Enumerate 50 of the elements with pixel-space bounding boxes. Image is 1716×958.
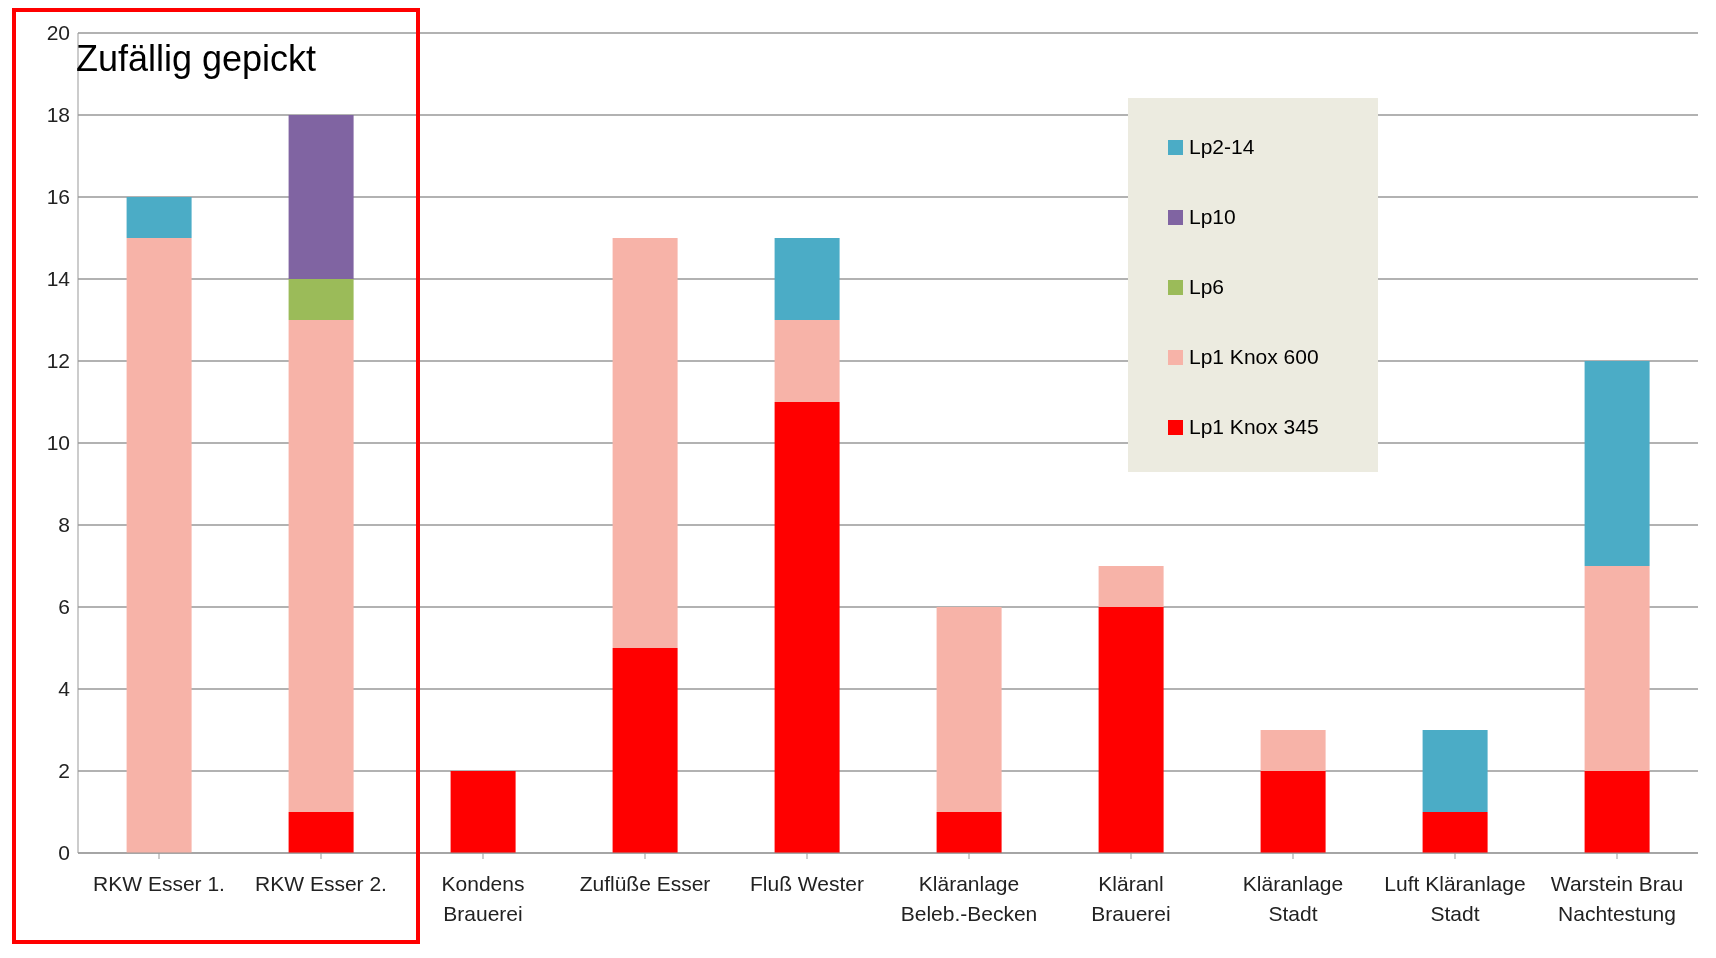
bar — [936, 812, 1002, 853]
y-tick-label: 18 — [46, 103, 70, 127]
x-tick-label: RKW Esser 1. — [93, 872, 225, 895]
bar — [1260, 771, 1326, 853]
bar — [612, 648, 678, 853]
bar — [1098, 566, 1164, 607]
bar — [288, 812, 354, 853]
bar — [1584, 771, 1650, 853]
bar — [1422, 730, 1488, 812]
x-tick-label: Kläranlage Beleb.-Becken — [900, 872, 1038, 925]
legend-label: Lp6 — [1189, 275, 1225, 299]
legend-label: Lp2-14 — [1189, 135, 1255, 159]
x-tick-label: RKW Esser 2. — [255, 872, 387, 895]
y-tick-label: 2 — [58, 759, 70, 783]
bar — [612, 238, 678, 648]
bar — [1584, 361, 1650, 566]
x-tick-label: Luft Kläranlage Stadt — [1384, 872, 1526, 925]
x-tick-label: Kläranl Brauerei — [1091, 872, 1171, 925]
bar — [288, 115, 354, 279]
bar — [126, 238, 192, 853]
bar — [1098, 607, 1164, 853]
bar — [774, 238, 840, 320]
y-tick-label: 6 — [58, 595, 70, 619]
x-tick-label: Kläranlage Stadt — [1242, 872, 1344, 925]
y-tick-label: 8 — [58, 513, 70, 537]
bar — [1422, 812, 1488, 853]
annotation: Zufällig gepickt — [76, 38, 317, 80]
bar — [936, 607, 1002, 812]
y-tick-label: 0 — [58, 841, 70, 865]
bar — [126, 197, 192, 238]
x-tick-label: Zuflüße Esser — [579, 872, 711, 895]
legend-label: Lp1 Knox 345 — [1189, 415, 1319, 439]
bar — [774, 402, 840, 853]
bar — [288, 279, 354, 320]
bar — [450, 771, 516, 853]
bar — [1584, 566, 1650, 771]
y-tick-label: 10 — [46, 431, 70, 455]
y-tick-label: 16 — [46, 185, 70, 209]
bar — [288, 320, 354, 812]
x-tick-label: Fluß Wester — [750, 872, 864, 895]
bar — [1260, 730, 1326, 771]
legend-label: Lp1 Knox 600 — [1189, 345, 1319, 369]
legend-label: Lp10 — [1189, 205, 1236, 229]
y-tick-label: 12 — [46, 349, 70, 373]
bar — [774, 320, 840, 402]
x-tick-label: Kondens Brauerei — [441, 872, 525, 925]
y-tick-label: 4 — [58, 677, 71, 701]
y-tick-label: 20 — [46, 21, 70, 45]
y-tick-label: 14 — [46, 267, 71, 291]
x-tick-label: Warstein Brau Nachtestung — [1550, 872, 1684, 925]
